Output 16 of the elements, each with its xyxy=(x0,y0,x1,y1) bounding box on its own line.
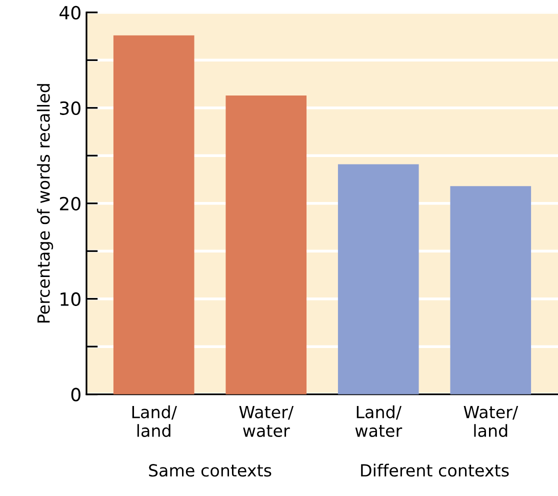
x-tick-label: Land/ land xyxy=(132,405,177,437)
y-tick-label: 40 xyxy=(60,6,80,20)
x-tick-label: Land/ water xyxy=(355,405,402,437)
bar xyxy=(226,95,307,394)
y-tick-label: 30 xyxy=(60,101,80,115)
y-tick-label: 10 xyxy=(60,292,80,306)
x-tick-label: Water/ land xyxy=(464,406,518,437)
text: Same contexts xyxy=(149,464,272,477)
y-tick-label: 20 xyxy=(60,196,80,210)
bar xyxy=(450,186,532,394)
bar xyxy=(113,35,194,394)
y-axis-title: Percentage of words recalled xyxy=(36,84,54,322)
text: Different contexts xyxy=(361,464,509,477)
bar xyxy=(338,164,419,394)
y-tick-label: 0 xyxy=(71,388,80,402)
x-tick-label: Water/ water xyxy=(239,406,294,437)
